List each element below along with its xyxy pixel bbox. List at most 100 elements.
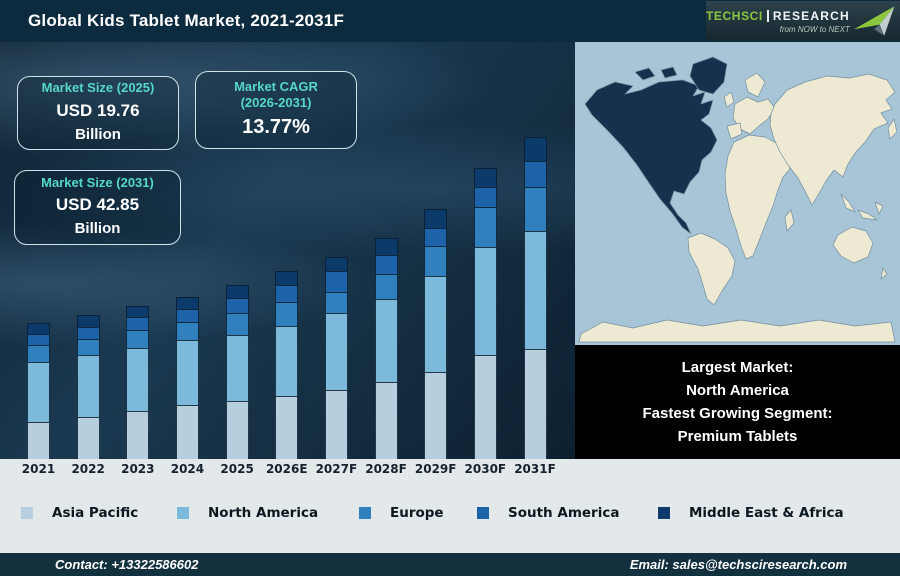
legend-swatch (177, 507, 189, 519)
legend-label: Asia Pacific (52, 505, 139, 521)
segment-europe (424, 245, 448, 276)
footer-bar: Contact: +13322586602 Email: sales@techs… (0, 553, 900, 576)
segment-middle-east-africa (473, 167, 497, 188)
segment-europe (76, 339, 100, 356)
bar-2021 (27, 322, 50, 459)
segment-north-america (126, 347, 150, 411)
segment-europe (27, 344, 50, 363)
logo-divider (766, 9, 769, 22)
segment-europe (473, 207, 497, 248)
callout-box: Largest Market: North America Fastest Gr… (575, 345, 900, 459)
segment-south-america (374, 254, 398, 274)
segment-south-america (324, 270, 348, 292)
segment-europe (275, 302, 299, 326)
callout-line: Largest Market: (681, 358, 794, 376)
segment-middle-east-africa (175, 296, 199, 310)
segment-asia-pacific (27, 421, 50, 459)
x-axis-label-2028F: 2028F (365, 462, 407, 476)
x-axis-label-2025: 2025 (220, 462, 254, 476)
segment-asia-pacific (225, 400, 249, 459)
segment-north-america (76, 355, 100, 418)
card-value: 13.77% (242, 116, 310, 139)
segment-north-america (275, 325, 299, 396)
x-axis-label-2030F: 2030F (464, 462, 507, 476)
card-value: USD 19.76 Billion (56, 100, 140, 143)
segment-south-america (126, 317, 150, 331)
continent-south-america (687, 232, 736, 306)
title-bar: Global Kids Tablet Market, 2021-2031F Te… (0, 0, 900, 42)
card-value: USD 42.85 Billion (55, 195, 140, 238)
segment-asia-pacific (76, 417, 100, 459)
bar-2028F (374, 238, 398, 459)
segment-south-america (473, 187, 497, 208)
segment-europe (225, 313, 249, 336)
bar-chart-panel: Market Size (2025) USD 19.76 Billion Mark… (0, 42, 575, 459)
segment-north-america (27, 362, 50, 422)
segment-north-america (175, 339, 199, 405)
legend-item-europe: Europe (359, 505, 444, 521)
british-isles (723, 91, 735, 108)
bar-2031F (523, 136, 547, 459)
card-market-cagr: Market CAGR (2026-2031) 13.77% (195, 71, 357, 149)
axis-and-legend-band: 2021 2022 2023 2024 2025 2026E 2027F 2028F 2029F… (0, 459, 900, 553)
segment-europe (374, 273, 398, 299)
bar-2025 (225, 284, 249, 459)
bar-2024 (175, 296, 199, 459)
segment-asia-pacific (126, 410, 150, 459)
world-map (575, 42, 900, 345)
philippines (874, 201, 884, 215)
card-title: Market CAGR (2026-2031) (234, 78, 318, 110)
legend-item-asia-pacific: Asia Pacific (21, 505, 138, 521)
legend-item-middle-east-africa: Middle East & Africa (658, 505, 844, 521)
segment-asia-pacific (473, 355, 497, 459)
segment-south-america (225, 298, 249, 314)
segment-asia-pacific (424, 371, 448, 459)
callout-line: Premium Tablets (677, 428, 798, 446)
logo-brand: TechSci (706, 8, 763, 23)
segment-middle-east-africa (126, 306, 150, 318)
techsci-logo: TechSci Research from NOW to NEXT (706, 1, 900, 41)
contact-info: Contact: +13322586602 (55, 557, 199, 572)
bar-2023 (126, 306, 150, 459)
x-axis-label-2029F: 2029F (414, 462, 457, 476)
continent-australia (832, 226, 874, 264)
segment-middle-east-africa (523, 136, 547, 162)
logo-brand-secondary: Research (772, 8, 850, 23)
arctic-islands (660, 66, 678, 79)
southeast-asia (840, 193, 856, 213)
segment-middle-east-africa (424, 209, 448, 228)
segment-asia-pacific (275, 395, 299, 459)
legend-item-north-america: North America (177, 505, 318, 521)
stacked-bar-chart (0, 42, 575, 459)
indonesia (857, 209, 878, 221)
arctic-islands (634, 67, 656, 81)
card-market-size-2025: Market Size (2025) USD 19.76 Billion (17, 76, 179, 150)
segment-middle-east-africa (275, 270, 299, 286)
segment-north-america (523, 230, 547, 350)
segment-north-america (324, 313, 348, 391)
segment-middle-east-africa (76, 315, 100, 327)
card-market-size-2031: Market Size (2031) USD 42.85 Billion (14, 170, 181, 245)
segment-europe (126, 330, 150, 348)
logo-text: TechSci Research from NOW to NEXT (706, 9, 850, 34)
segment-europe (324, 291, 348, 314)
continent-asia (769, 73, 896, 206)
legend-swatch (477, 507, 489, 519)
x-axis-label-2031F: 2031F (514, 462, 556, 476)
bar-2027F (324, 256, 348, 459)
segment-asia-pacific (175, 404, 199, 459)
segment-europe (523, 187, 547, 231)
legend-swatch (359, 507, 371, 519)
segment-north-america (473, 247, 497, 356)
legend-label: North America (208, 505, 319, 521)
segment-north-america (374, 298, 398, 383)
continent-north-america (584, 79, 718, 235)
card-title: Market Size (2025) (41, 80, 155, 96)
bar-2026E (275, 270, 299, 459)
bar-2030F (473, 167, 497, 459)
segment-south-america (175, 309, 199, 322)
x-axis-label-2021: 2021 (21, 462, 56, 476)
madagascar (784, 209, 795, 232)
segment-middle-east-africa (225, 284, 249, 299)
x-axis-label-2023: 2023 (121, 462, 155, 476)
